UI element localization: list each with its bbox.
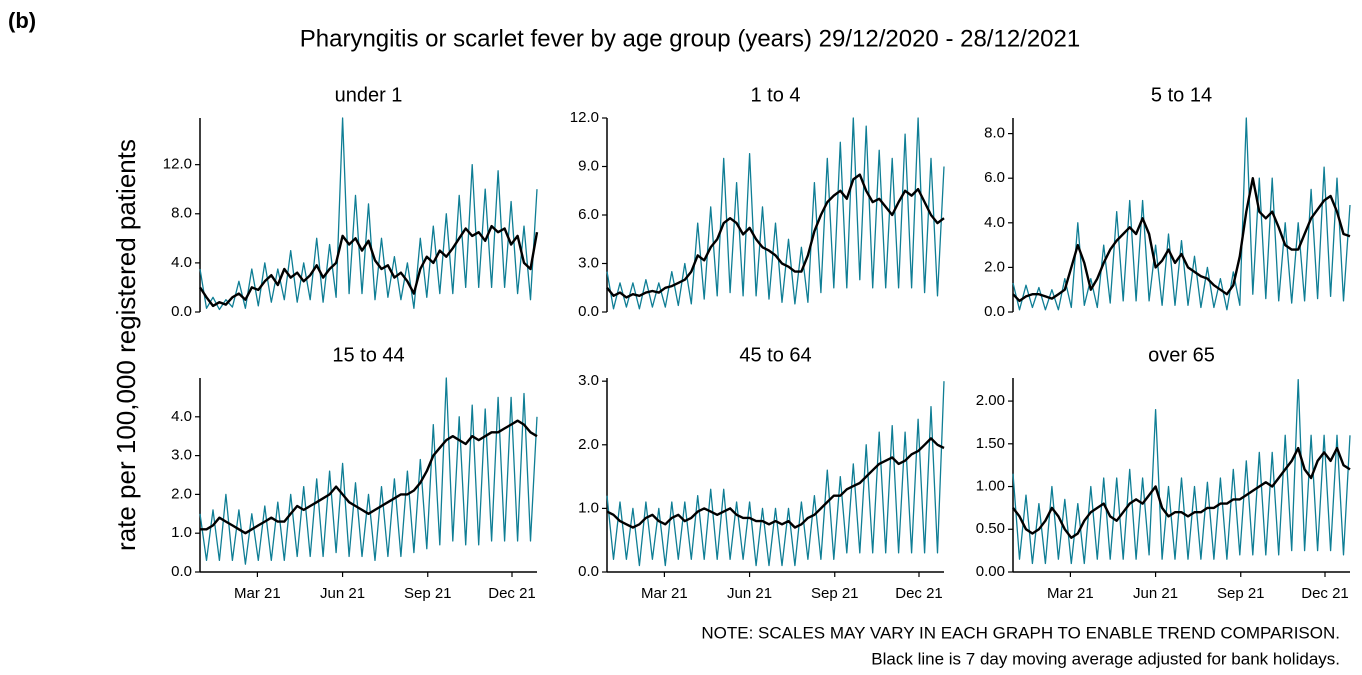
y-tick-label: 3.0 [578,254,599,271]
x-tick-label: Sep 21 [1217,585,1265,602]
daily-line [199,117,538,311]
x-tick-label: Mar 21 [1047,585,1094,602]
x-tick-label: Jun 21 [320,585,365,602]
y-tick-label: 4.0 [171,408,192,425]
y-tick-label: 3.0 [578,372,599,389]
y-tick-label: 12.0 [570,109,599,126]
note: Black line is 7 day moving average adjus… [871,649,1340,668]
y-tick-label: 0.00 [976,563,1005,580]
y-tick-label: 0.0 [984,303,1005,320]
y-tick-label: 0.0 [578,563,599,580]
y-tick-label: 2.0 [578,436,599,453]
panel-title: 1 to 4 [750,84,800,106]
y-tick-label: 1.50 [976,435,1005,452]
x-tick-label: Dec 21 [1301,585,1349,602]
x-tick-label: Sep 21 [404,585,452,602]
y-tick-label: 12.0 [163,156,192,173]
panel-title: under 1 [335,84,403,106]
y-tick-label: 3.0 [171,447,192,464]
figure-title: Pharyngitis or scarlet fever by age grou… [300,25,1080,52]
x-tick-label: Jun 21 [727,585,772,602]
moving-average-line [1012,177,1351,303]
panel-title: over 65 [1148,344,1215,366]
moving-average-line [200,419,538,535]
daily-line [606,117,945,310]
y-tick-label: 4.0 [171,254,192,271]
y-axis-label: rate per 100,000 registered patients [111,139,141,551]
moving-average-line [606,437,945,529]
daily-line [1012,379,1351,565]
y-tick-label: 9.0 [578,157,599,174]
y-tick-label: 2.00 [976,392,1005,409]
y-tick-label: 4.0 [984,214,1005,231]
moving-average-line [198,224,539,308]
panel-title: 15 to 44 [332,344,404,366]
x-tick-label: Mar 21 [234,585,281,602]
x-tick-label: Dec 21 [895,585,943,602]
y-tick-label: 6.0 [578,206,599,223]
daily-line [199,377,538,565]
y-tick-label: 0.0 [578,303,599,320]
y-tick-label: 2.0 [171,485,192,502]
daily-line [1012,117,1351,311]
note: NOTE: SCALES MAY VARY IN EACH GRAPH TO E… [701,623,1340,642]
y-tick-label: 1.0 [578,499,599,516]
moving-average-line [606,173,945,299]
panel-tag: (b) [8,8,36,33]
y-tick-label: 6.0 [984,169,1005,186]
y-tick-label: 0.0 [171,303,192,320]
y-tick-label: 8.0 [984,125,1005,142]
moving-average-line [1012,446,1351,539]
panel-title: 5 to 14 [1151,84,1212,106]
y-tick-label: 0.50 [976,520,1005,537]
daily-line [606,381,945,567]
x-tick-label: Jun 21 [1133,585,1178,602]
y-tick-label: 1.00 [976,478,1005,495]
panel-title: 45 to 64 [739,344,811,366]
y-tick-label: 1.0 [171,524,192,541]
x-tick-label: Sep 21 [811,585,859,602]
x-tick-label: Mar 21 [641,585,688,602]
y-tick-label: 0.0 [171,563,192,580]
x-tick-label: Dec 21 [488,585,536,602]
y-tick-label: 2.0 [984,258,1005,275]
y-tick-label: 8.0 [171,205,192,222]
